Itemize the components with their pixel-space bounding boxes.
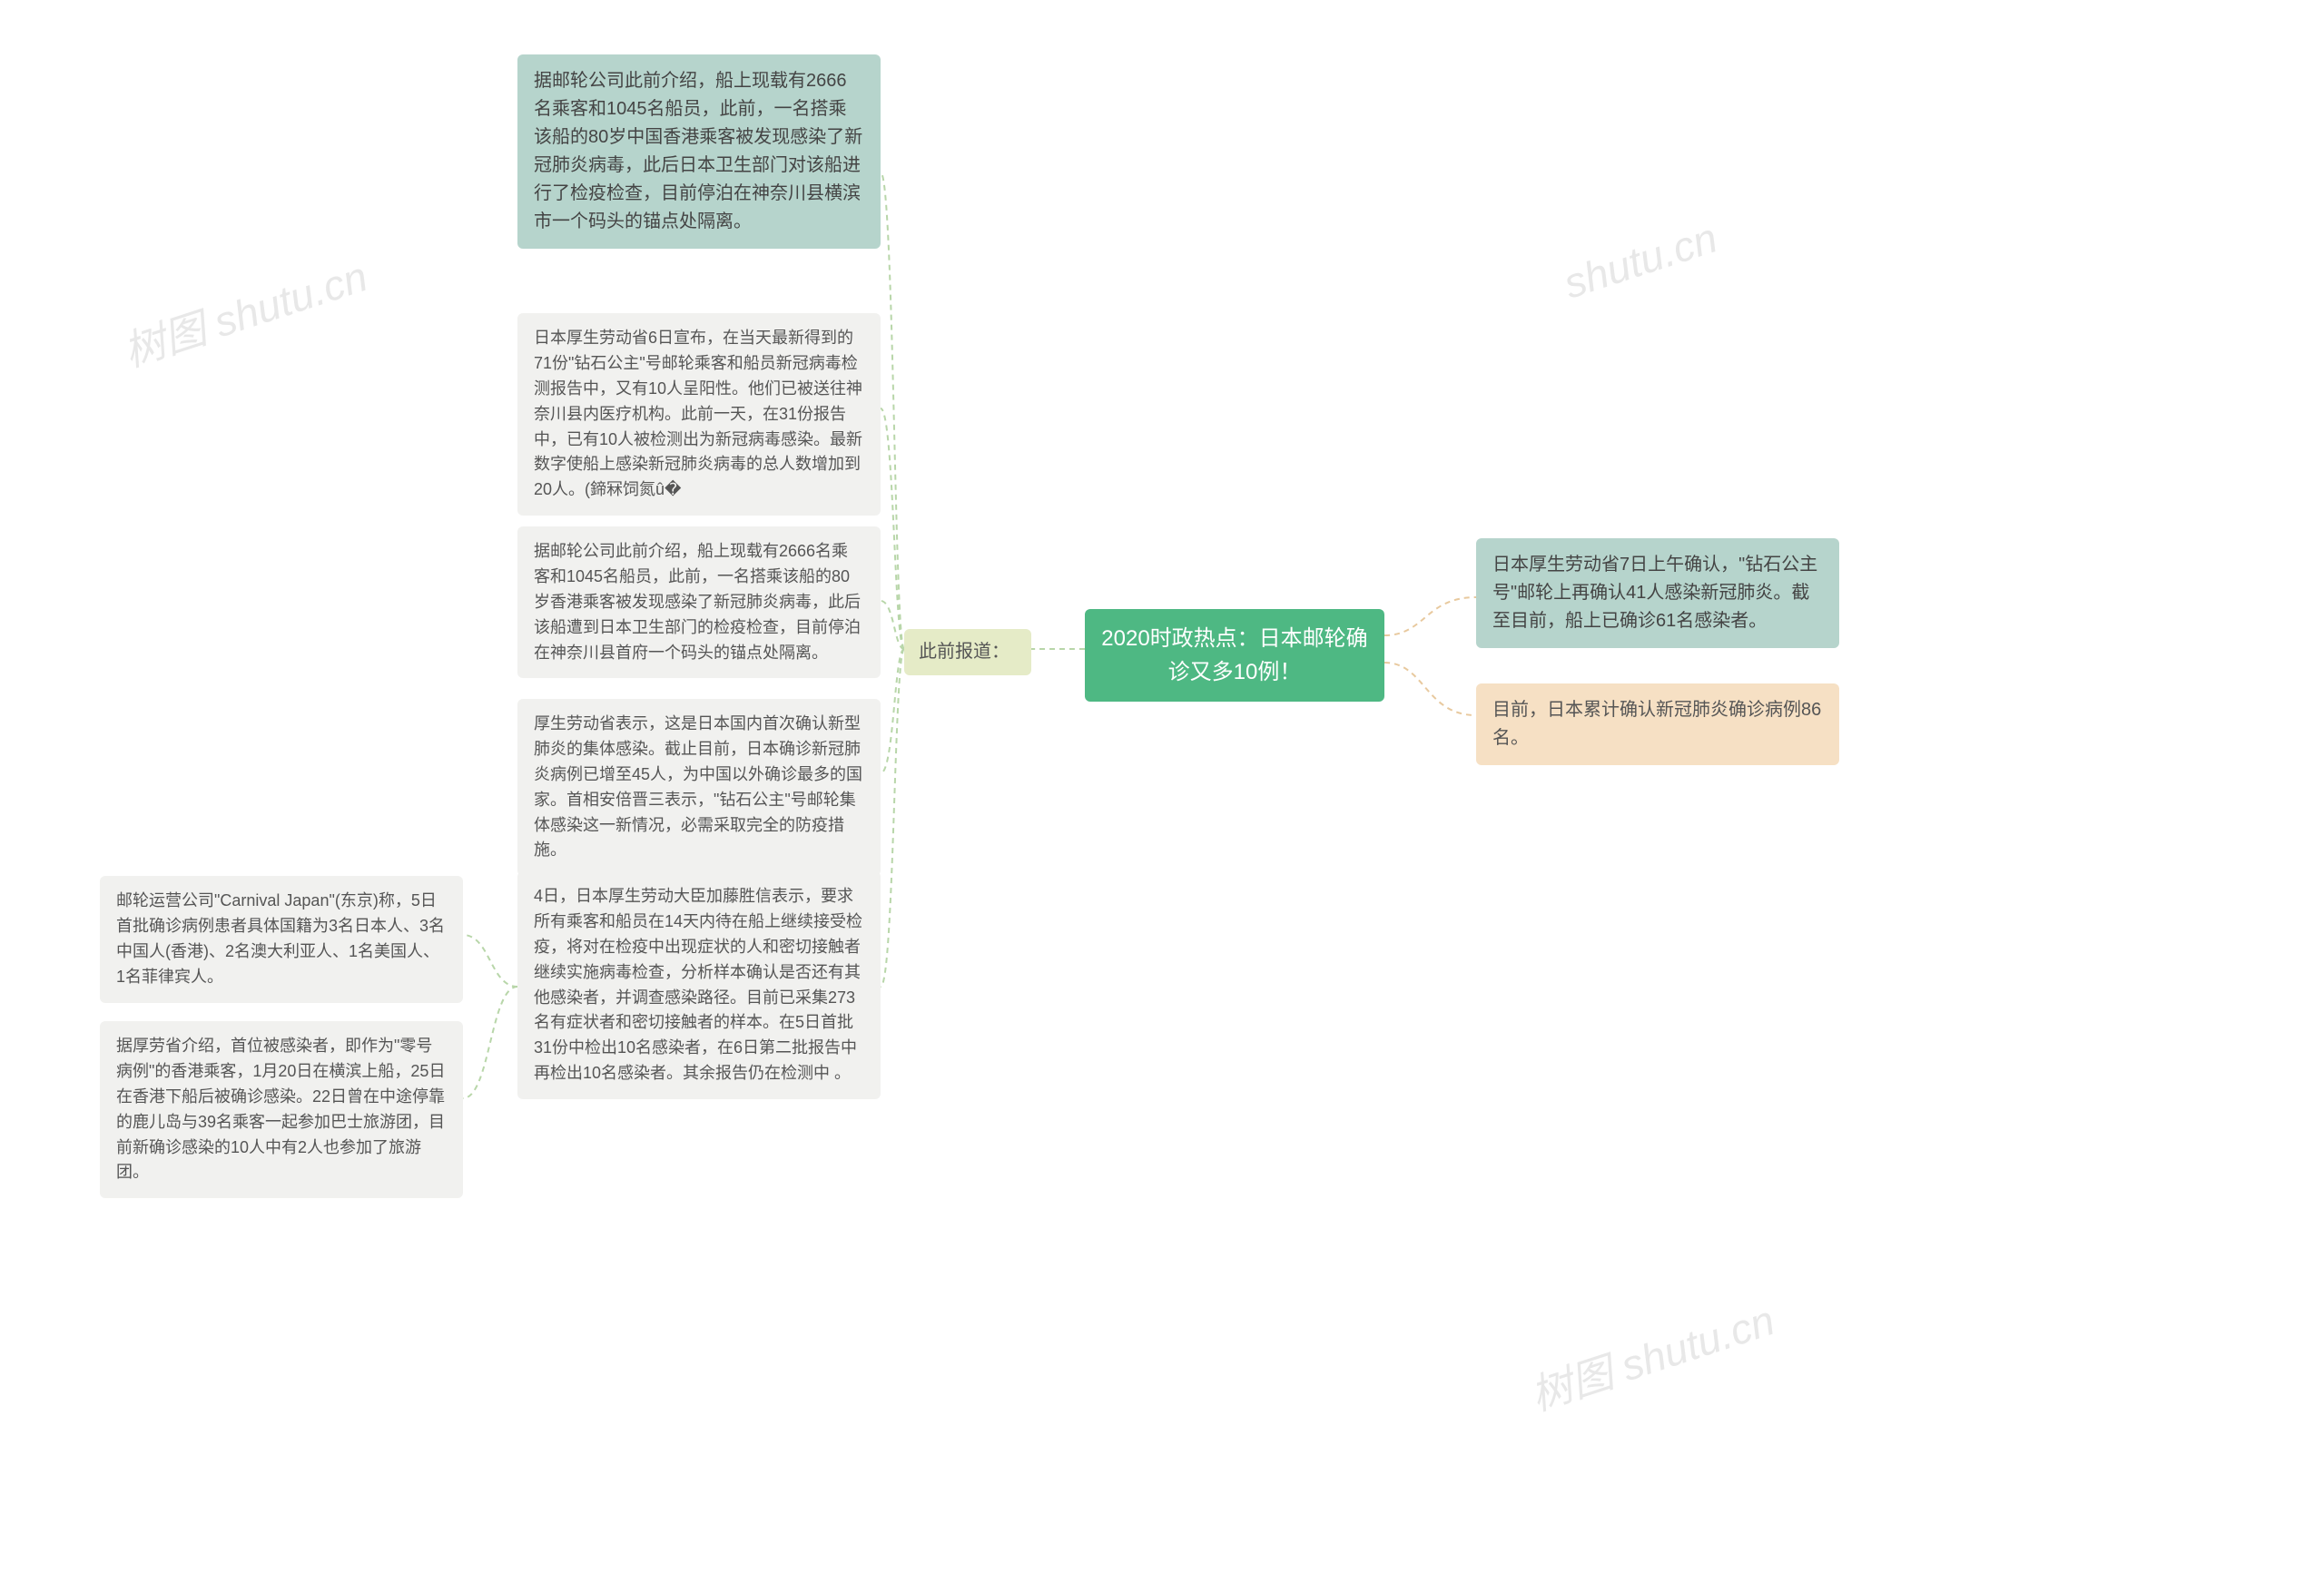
- leaf-text: 厚生劳动省表示，这是日本国内首次确认新型肺炎的集体感染。截止目前，日本确诊新冠肺…: [534, 714, 862, 859]
- leaf-text: 据邮轮公司此前介绍，船上现载有2666名乘客和1045名船员，此前，一名搭乘该船…: [534, 542, 861, 662]
- right-leaf-2[interactable]: 目前，日本累计确认新冠肺炎确诊病例86名。: [1476, 683, 1839, 765]
- leaf-text: 据厚劳省介绍，首位被感染者，即作为"零号病例"的香港乘客，1月20日在横滨上船，…: [116, 1037, 445, 1181]
- watermark: shutu.cn: [1558, 212, 1723, 308]
- branch-label-previous-reports[interactable]: 此前报道：: [904, 629, 1031, 675]
- root-text: 2020时政热点：日本邮轮确诊又多10例！: [1101, 626, 1367, 684]
- leaf-text: 4日，日本厚生劳动大臣加藤胜信表示，要求所有乘客和船员在14天内待在船上继续接受…: [534, 887, 862, 1082]
- leaf-text: 日本厚生劳动省6日宣布，在当天最新得到的71份"钻石公主"号邮轮乘客和船员新冠病…: [534, 329, 862, 498]
- root-node[interactable]: 2020时政热点：日本邮轮确诊又多10例！: [1085, 609, 1384, 702]
- left-leaf-5a[interactable]: 邮轮运营公司"Carnival Japan"(东京)称，5日首批确诊病例患者具体…: [100, 876, 463, 1003]
- left-leaf-5[interactable]: 4日，日本厚生劳动大臣加藤胜信表示，要求所有乘客和船员在14天内待在船上继续接受…: [517, 871, 881, 1099]
- left-leaf-3[interactable]: 据邮轮公司此前介绍，船上现载有2666名乘客和1045名船员，此前，一名搭乘该船…: [517, 526, 881, 678]
- leaf-text: 据邮轮公司此前介绍，船上现载有2666名乘客和1045名船员，此前，一名搭乘该船…: [534, 71, 862, 231]
- leaf-text: 日本厚生劳动省7日上午确认，"钻石公主号"邮轮上再确认41人感染新冠肺炎。截至目…: [1492, 555, 1817, 631]
- leaf-text: 邮轮运营公司"Carnival Japan"(东京)称，5日首批确诊病例患者具体…: [116, 891, 445, 986]
- left-leaf-5b[interactable]: 据厚劳省介绍，首位被感染者，即作为"零号病例"的香港乘客，1月20日在横滨上船，…: [100, 1021, 463, 1198]
- leaf-text: 目前，日本累计确认新冠肺炎确诊病例86名。: [1492, 700, 1821, 748]
- watermark: 树图 shutu.cn: [1522, 1288, 1781, 1423]
- right-leaf-1[interactable]: 日本厚生劳动省7日上午确认，"钻石公主号"邮轮上再确认41人感染新冠肺炎。截至目…: [1476, 538, 1839, 648]
- left-leaf-4[interactable]: 厚生劳动省表示，这是日本国内首次确认新型肺炎的集体感染。截止目前，日本确诊新冠肺…: [517, 699, 881, 876]
- left-leaf-1[interactable]: 据邮轮公司此前介绍，船上现载有2666名乘客和1045名船员，此前，一名搭乘该船…: [517, 54, 881, 249]
- left-leaf-2[interactable]: 日本厚生劳动省6日宣布，在当天最新得到的71份"钻石公主"号邮轮乘客和船员新冠病…: [517, 313, 881, 516]
- watermark: 树图 shutu.cn: [115, 244, 374, 379]
- branch-text: 此前报道：: [919, 642, 1009, 662]
- connector-layer: [0, 0, 2324, 1573]
